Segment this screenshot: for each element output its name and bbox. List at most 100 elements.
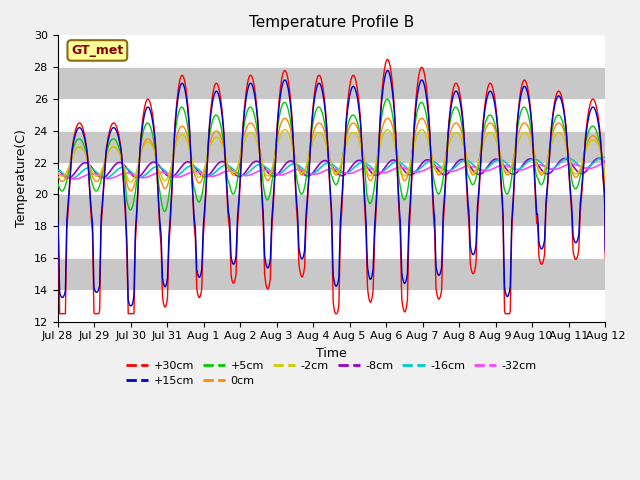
+15cm [246,80,254,86]
0cm [268,172,275,178]
+15cm [268,238,275,243]
Line: +15cm: +15cm [58,71,605,306]
0cm [388,123,396,129]
Bar [58,226,605,258]
Line: -16cm: -16cm [58,157,605,179]
-32cm [54,171,61,177]
-16cm [388,160,396,166]
+5cm [419,101,427,107]
-16cm [118,164,126,170]
+30cm [420,69,428,74]
+30cm [220,120,227,126]
-32cm [388,167,396,173]
+30cm [389,89,397,95]
0cm [602,186,609,192]
+15cm [220,124,227,130]
-8cm [388,157,396,163]
-8cm [602,159,609,165]
-32cm [118,171,126,177]
Y-axis label: Temperature(C): Temperature(C) [15,130,28,228]
+15cm [602,248,609,254]
-32cm [602,160,609,166]
-8cm [419,159,427,165]
-2cm [418,127,426,132]
+5cm [266,189,274,195]
Bar [58,131,605,163]
0cm [418,115,426,121]
-2cm [602,173,609,179]
-8cm [65,175,72,181]
-16cm [54,168,61,173]
+30cm [54,228,61,233]
0cm [220,142,227,147]
-32cm [220,169,227,175]
-2cm [246,130,254,135]
-8cm [268,173,275,179]
0cm [420,117,428,122]
0cm [127,188,135,194]
-8cm [220,159,227,165]
+15cm [54,218,61,224]
-2cm [220,146,227,152]
-32cm [268,169,275,175]
Bar [58,258,605,290]
-16cm [268,169,275,175]
+5cm [383,96,391,102]
X-axis label: Time: Time [316,347,347,360]
+15cm [118,154,125,160]
-16cm [419,163,427,168]
+5cm [602,217,609,223]
-16cm [68,176,76,181]
+5cm [219,132,227,138]
-8cm [54,167,61,172]
+5cm [246,104,253,110]
+30cm [602,256,609,262]
-8cm [246,163,254,168]
Bar [58,36,605,67]
-32cm [246,172,254,178]
-16cm [602,155,609,160]
+15cm [383,68,391,73]
-2cm [118,156,125,162]
+30cm [56,311,63,317]
-2cm [54,169,61,175]
Line: +30cm: +30cm [58,60,605,314]
+5cm [388,112,396,118]
Line: -2cm: -2cm [58,130,605,182]
Legend: +30cm, +15cm, +5cm, 0cm, -2cm, -8cm, -16cm, -32cm: +30cm, +15cm, +5cm, 0cm, -2cm, -8cm, -16… [122,356,541,391]
+30cm [383,57,391,62]
-8cm [595,156,603,161]
-32cm [71,176,79,182]
-2cm [268,168,275,174]
Line: +5cm: +5cm [58,99,605,220]
+5cm [118,158,125,164]
+30cm [268,253,275,259]
-16cm [598,155,606,160]
0cm [54,174,61,180]
Bar [58,290,605,322]
0cm [246,120,254,126]
Text: GT_met: GT_met [71,44,124,57]
+15cm [420,81,428,86]
+30cm [118,164,126,170]
-8cm [118,161,126,167]
+5cm [54,180,61,186]
0cm [118,157,125,163]
+15cm [127,303,134,309]
Line: 0cm: 0cm [58,118,605,191]
Line: -8cm: -8cm [58,158,605,178]
-16cm [220,163,227,168]
Bar [58,163,605,194]
Title: Temperature Profile B: Temperature Profile B [249,15,414,30]
-32cm [419,168,427,174]
-2cm [420,128,428,133]
Line: -32cm: -32cm [58,163,605,179]
-2cm [388,133,396,139]
+30cm [246,72,254,78]
Bar [58,99,605,131]
Bar [58,194,605,226]
-16cm [246,168,254,174]
Bar [58,67,605,99]
+15cm [389,96,397,102]
-2cm [127,179,135,185]
